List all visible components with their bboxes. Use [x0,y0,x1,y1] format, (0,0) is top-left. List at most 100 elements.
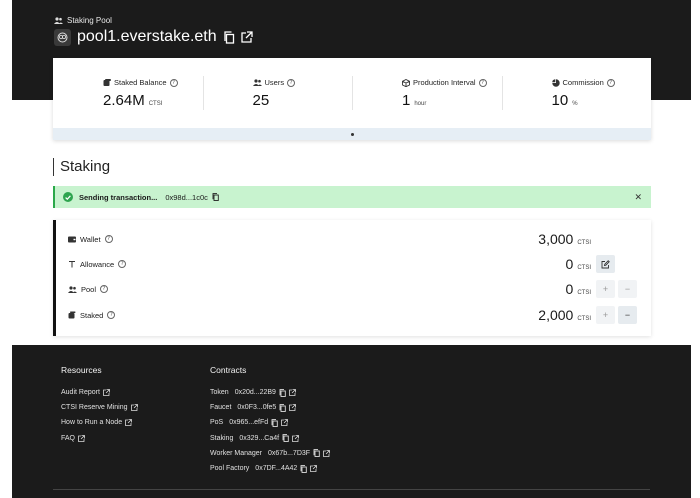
pool-stats-card: Staked Balance ? 2.64M CTSI Users ? 25 Pr… [53,58,651,140]
edit-allowance-button[interactable] [596,255,615,273]
copy-icon[interactable] [223,30,235,44]
external-link-icon [78,434,85,442]
external-link-icon[interactable] [241,31,253,43]
stat-value: 1 [402,92,411,109]
stat-value: 10 [551,92,569,109]
external-link-icon[interactable] [310,465,318,472]
staking-row-staked: Staked ? 2,000 CTSI + − [56,304,651,326]
contract-item: Pool Factory 0x7DF...4A42 [210,461,330,476]
stat-unit: CTSI [148,101,163,107]
pie-icon [551,78,560,87]
row-value: 2,000 [538,307,574,323]
help-icon[interactable]: ? [169,78,178,87]
cube-icon [402,78,410,87]
stat-value: 25 [252,92,270,109]
contracts-column: Contracts Token 0x20d...22B9 Faucet 0x0F3.… [210,365,330,476]
row-unit: CTSI [577,290,591,296]
help-icon[interactable]: ? [100,285,109,293]
stat-label: Production Interval [413,78,476,87]
row-label: Staked [80,310,104,320]
help-icon[interactable]: ? [478,78,487,87]
help-icon[interactable]: ? [287,78,296,87]
stake-button[interactable]: + [596,306,615,324]
edit-icon [601,259,610,268]
external-link-icon[interactable] [289,389,296,396]
pool-name: pool1.everstake.eth [77,28,217,45]
close-icon[interactable]: ✕ [634,192,642,202]
row-label: Pool [81,284,97,294]
contracts-title: Contracts [210,365,247,375]
check-circle-icon [63,192,73,202]
external-link-icon [103,389,110,396]
stat-staked-balance: Staked Balance ? 2.64M CTSI [53,58,203,128]
pool-avatar [54,28,71,46]
coins-icon [103,78,111,87]
users-icon [68,285,77,293]
stat-value: 2.64M [103,92,145,109]
copy-icon[interactable] [271,419,278,427]
help-icon[interactable]: ? [104,235,113,243]
footer-link[interactable]: FAQ [61,431,138,446]
row-value: 3,000 [538,231,574,247]
external-link-icon [125,419,132,427]
row-label: Allowance [80,259,115,269]
stack-icon [68,311,76,319]
stat-label: Users [264,78,285,87]
help-icon[interactable]: ? [107,311,116,319]
dot-icon [350,132,354,136]
copy-icon[interactable] [313,449,320,458]
footer-divider [53,489,650,490]
toast-message: Sending transaction... [79,192,158,202]
withdraw-button[interactable]: − [618,280,637,298]
stats-expander[interactable] [53,128,651,140]
users-icon [252,79,262,86]
resources-column: Resources Audit Report CTSI Reserve Mini… [61,365,138,446]
stat-users: Users ? 25 [202,58,353,128]
stat-unit: % [572,101,578,107]
resources-title: Resources [61,365,102,375]
row-value: 0 [565,256,574,272]
row-unit: CTSI [577,316,591,322]
copy-icon[interactable] [282,434,289,443]
external-link-icon [130,404,138,412]
wallet-icon [68,236,76,243]
users-icon [54,17,63,24]
staking-card: Wallet ? 3,000 CTSI Allowance ? 0 CTSI Poo… [53,220,651,336]
stat-commission: Commission ? 10% [501,58,652,128]
footer: Resources Audit Report CTSI Reserve Mini… [12,345,691,498]
staking-row-pool: Pool ? 0 CTSI + − [56,278,651,300]
external-link-icon[interactable] [281,419,289,427]
copy-icon[interactable] [300,464,308,473]
copy-icon[interactable] [279,388,286,397]
contract-item: Staking 0x329...Ca4f [210,431,330,446]
stat-production-interval: Production Interval ? 1 hour [352,58,502,128]
contract-item: Worker Manager 0x67b...7D3F [210,446,330,461]
footer-link[interactable]: CTSI Reserve Mining [61,400,138,415]
contract-item: Faucet 0x0F3...0fe5 [210,400,330,415]
unstake-button[interactable]: − [618,306,637,324]
copy-icon[interactable] [279,403,287,412]
external-link-icon[interactable] [323,449,330,457]
staking-row-allowance: Allowance ? 0 CTSI [56,253,651,275]
help-icon[interactable]: ? [118,260,127,268]
row-value: 0 [565,281,574,297]
footer-link[interactable]: How to Run a Node [61,415,138,430]
row-unit: CTSI [577,265,591,271]
external-link-icon[interactable] [289,404,297,412]
section-label-text: Staking Pool [67,16,112,25]
staking-heading: Staking [53,158,110,176]
footer-link[interactable]: Audit Report [61,385,138,400]
stat-label: Commission [562,78,604,87]
stat-label: Staked Balance [114,78,167,87]
allowance-icon [68,260,76,268]
page-title: pool1.everstake.eth [54,28,253,46]
help-icon[interactable]: ? [606,78,615,87]
row-unit: CTSI [577,240,591,246]
transaction-hash[interactable]: 0x98d...1c0c [165,192,208,202]
external-link-icon[interactable] [292,434,299,442]
stat-unit: hour [414,101,427,107]
deposit-button[interactable]: + [596,280,615,298]
contract-item: PoS 0x965...efFd [210,415,330,430]
contract-item: Token 0x20d...22B9 [210,385,330,400]
copy-icon[interactable] [212,193,219,201]
